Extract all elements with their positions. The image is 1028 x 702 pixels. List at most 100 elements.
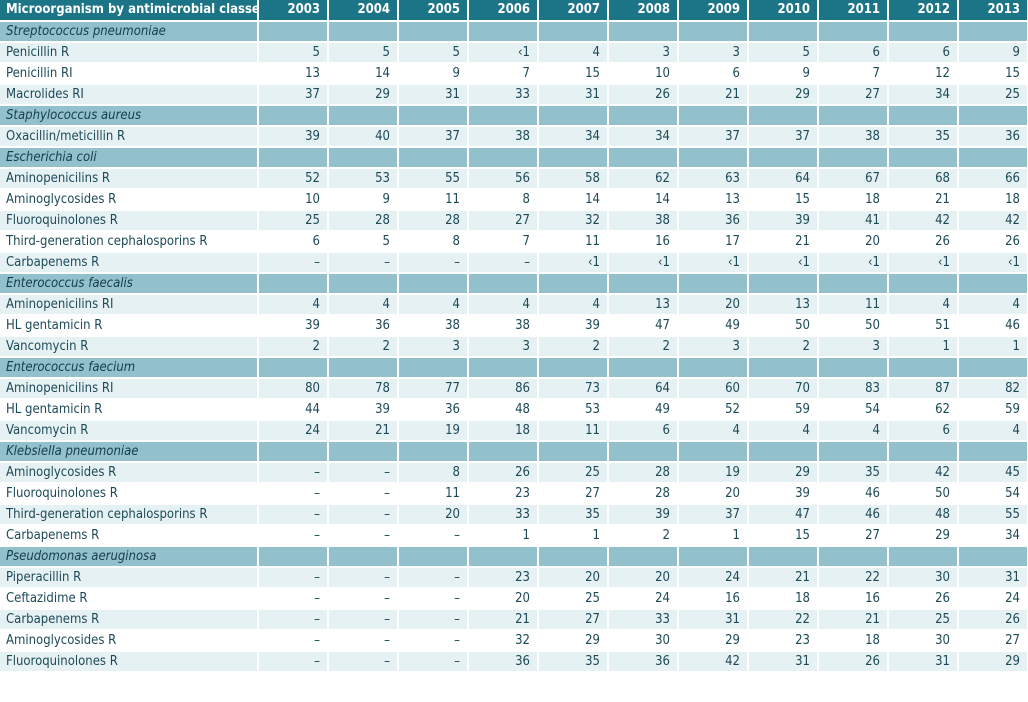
value-cell: 1 bbox=[468, 525, 539, 547]
value-cell: – bbox=[328, 588, 399, 610]
value-cell: 6 bbox=[258, 231, 329, 253]
value-cell: 20 bbox=[538, 567, 609, 589]
table-row: Aminopenicilins R 52 53 55 56 58 62 63 64 67 68 66 bbox=[0, 168, 1028, 190]
value-cell: – bbox=[258, 630, 329, 652]
value-cell: 38 bbox=[608, 210, 679, 232]
value-cell: 6 bbox=[678, 63, 749, 85]
value-cell: 6 bbox=[888, 420, 959, 442]
antimicrobial-label: Penicillin RI bbox=[0, 63, 259, 85]
value-cell: 39 bbox=[258, 126, 329, 148]
group-spacer-cell bbox=[398, 441, 469, 463]
value-cell: 46 bbox=[958, 315, 1028, 337]
year-header: 2005 bbox=[398, 0, 469, 22]
value-cell: ‹1 bbox=[608, 252, 679, 274]
organism-group-row: Escherichia coli bbox=[0, 147, 1028, 169]
value-cell: – bbox=[258, 252, 329, 274]
year-header: 2004 bbox=[328, 0, 399, 22]
value-cell: 25 bbox=[258, 210, 329, 232]
value-cell: 35 bbox=[818, 462, 889, 484]
value-cell: 32 bbox=[468, 630, 539, 652]
group-spacer-cell bbox=[538, 147, 609, 169]
antimicrobial-label: Vancomycin R bbox=[0, 336, 259, 358]
organism-name: Klebsiella pneumoniae bbox=[0, 441, 259, 463]
table-row: Aminoglycosides R – –8 26 25 28 19 29 35 42 45 bbox=[0, 462, 1028, 484]
value-cell: 3 bbox=[398, 336, 469, 358]
group-spacer-cell bbox=[328, 105, 399, 127]
antimicrobial-label: Third-generation cephalosporins R bbox=[0, 231, 259, 253]
value-cell: 53 bbox=[328, 168, 399, 190]
value-cell: 82 bbox=[958, 378, 1028, 400]
value-cell: 51 bbox=[888, 315, 959, 337]
value-cell: 18 bbox=[748, 588, 819, 610]
group-spacer-cell bbox=[678, 147, 749, 169]
table-row: HL gentamicin R 39 36 38 38 39 47 49 50 50 51 46 bbox=[0, 315, 1028, 337]
value-cell: 23 bbox=[468, 483, 539, 505]
value-cell: 6 bbox=[818, 42, 889, 64]
antimicrobial-label: HL gentamicin R bbox=[0, 315, 259, 337]
value-cell: – bbox=[258, 525, 329, 547]
value-cell: 50 bbox=[748, 315, 819, 337]
value-cell: 8 bbox=[468, 189, 539, 211]
value-cell: 9 bbox=[748, 63, 819, 85]
value-cell: 25 bbox=[888, 609, 959, 631]
group-spacer-cell bbox=[328, 147, 399, 169]
value-cell: 36 bbox=[678, 210, 749, 232]
value-cell: 46 bbox=[818, 504, 889, 526]
group-spacer-cell bbox=[748, 21, 819, 43]
value-cell: 25 bbox=[958, 84, 1028, 106]
value-cell: 37 bbox=[678, 504, 749, 526]
value-cell: 73 bbox=[538, 378, 609, 400]
value-cell: 31 bbox=[538, 84, 609, 106]
value-cell: 34 bbox=[958, 525, 1028, 547]
value-cell: 21 bbox=[748, 567, 819, 589]
value-cell: 36 bbox=[328, 315, 399, 337]
value-cell: ‹1 bbox=[888, 252, 959, 274]
antimicrobial-label: Macrolides RI bbox=[0, 84, 259, 106]
value-cell: – bbox=[398, 567, 469, 589]
value-cell: 29 bbox=[888, 525, 959, 547]
year-header: 2007 bbox=[538, 0, 609, 22]
value-cell: 6 bbox=[888, 42, 959, 64]
group-spacer-cell bbox=[328, 21, 399, 43]
value-cell: 11 bbox=[538, 231, 609, 253]
group-spacer-cell bbox=[258, 546, 329, 568]
group-spacer-cell bbox=[538, 273, 609, 295]
group-spacer-cell bbox=[958, 357, 1028, 379]
value-cell: – bbox=[398, 252, 469, 274]
group-spacer-cell bbox=[678, 441, 749, 463]
value-cell: 13 bbox=[608, 294, 679, 316]
value-cell: 49 bbox=[608, 399, 679, 421]
group-spacer-cell bbox=[818, 105, 889, 127]
group-spacer-cell bbox=[818, 21, 889, 43]
value-cell: 5 bbox=[328, 42, 399, 64]
antimicrobial-label: Vancomycin R bbox=[0, 420, 259, 442]
group-spacer-cell bbox=[888, 21, 959, 43]
value-cell: 48 bbox=[468, 399, 539, 421]
group-spacer-cell bbox=[748, 441, 819, 463]
group-spacer-cell bbox=[818, 441, 889, 463]
value-cell: 27 bbox=[538, 609, 609, 631]
value-cell: 34 bbox=[538, 126, 609, 148]
value-cell: 16 bbox=[678, 588, 749, 610]
value-cell: 12 bbox=[888, 63, 959, 85]
antimicrobial-label: HL gentamicin R bbox=[0, 399, 259, 421]
resistance-table: Microorganism by antimicrobial classes 2… bbox=[0, 0, 1028, 673]
value-cell: 30 bbox=[608, 630, 679, 652]
value-cell: – bbox=[328, 609, 399, 631]
value-cell: 4 bbox=[398, 294, 469, 316]
group-spacer-cell bbox=[328, 273, 399, 295]
value-cell: 24 bbox=[608, 588, 679, 610]
value-cell: – bbox=[328, 504, 399, 526]
value-cell: 28 bbox=[328, 210, 399, 232]
value-cell: 49 bbox=[678, 315, 749, 337]
group-spacer-cell bbox=[398, 357, 469, 379]
value-cell: 10 bbox=[258, 189, 329, 211]
value-cell: 19 bbox=[678, 462, 749, 484]
value-cell: 47 bbox=[608, 315, 679, 337]
value-cell: 3 bbox=[468, 336, 539, 358]
group-spacer-cell bbox=[748, 546, 819, 568]
table-row: Carbapenems R – – –21 27 33 31 22 21 25 26 bbox=[0, 609, 1028, 631]
group-spacer-cell bbox=[958, 21, 1028, 43]
value-cell: 54 bbox=[958, 483, 1028, 505]
value-cell: 2 bbox=[608, 525, 679, 547]
